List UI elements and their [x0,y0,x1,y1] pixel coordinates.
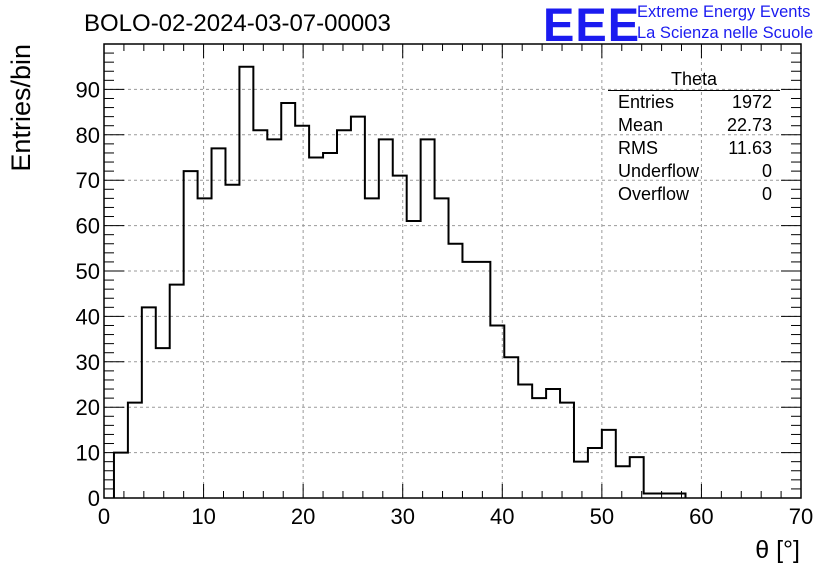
logo-line-2: La Scienza nelle Scuole [637,24,814,42]
histogram-bin [616,466,630,498]
x-tick-label: 30 [390,504,414,529]
histogram-series [112,65,687,499]
x-tick-label: 10 [191,504,215,529]
histogram-bin [281,103,295,498]
histogram-bin [588,448,602,498]
histogram-bin [407,221,421,498]
stats-value: 1972 [731,92,772,112]
histogram-bin [184,171,198,498]
axis-ticks [103,43,802,499]
histogram-bin [504,357,518,498]
histogram-bin [198,198,212,498]
stats-value: 0 [761,161,772,181]
stats-row: Mean 22.73 [608,114,780,137]
stats-box: Theta Entries 1972 Mean 22.73 RMS 11.63 … [608,69,780,206]
eee-logo-mark: EEE [543,0,641,51]
stats-label: Overflow [618,184,690,204]
histogram-bin [560,403,574,498]
y-tick-label: 40 [76,304,100,329]
histogram-bin [518,385,532,499]
y-tick-label: 0 [88,486,100,511]
histogram-bin [462,262,476,498]
x-tick-labels: 0 10 20 30 40 50 60 70 [98,504,813,529]
stats-row: Underflow 0 [608,160,780,183]
histogram-bin [546,389,560,498]
grid-lines [104,44,801,498]
histogram-bin [449,244,463,498]
y-tick-label: 90 [76,77,100,102]
x-tick-label: 50 [590,504,614,529]
stats-row: Overflow 0 [608,183,780,206]
y-tick-label: 70 [76,168,100,193]
y-tick-label: 80 [76,123,100,148]
histogram-bin [212,148,226,498]
stats-label: Underflow [618,161,700,181]
histogram-bin [114,453,128,498]
histogram-bin [225,185,239,498]
histogram-bin [156,348,170,498]
y-tick-label: 10 [76,441,100,466]
logo-line-1: Extreme Energy Events [637,3,811,21]
y-axis-label: Entries/bin [6,44,36,172]
histogram-bin [574,462,588,498]
histogram-bin [253,130,267,498]
stats-value: 11.63 [728,138,772,158]
histogram-bin [309,158,323,499]
stats-title: Theta [608,69,780,91]
x-tick-label: 0 [98,504,110,529]
x-tick-label: 20 [291,504,315,529]
x-axis-label: θ [°] [755,536,800,564]
histogram-bin [170,285,184,498]
histogram-bin [476,262,490,498]
x-tick-label: 40 [490,504,514,529]
histogram-bin [421,139,435,498]
stats-label: RMS [618,138,658,158]
histogram-bin [532,398,546,498]
histogram-bin [379,139,393,498]
histogram-bin [267,139,281,498]
chart-title: BOLO-02-2024-03-07-00003 [84,10,391,37]
histogram-bin [337,130,351,498]
histogram-bin [490,325,504,498]
y-tick-label: 30 [76,350,100,375]
stats-row: Entries 1972 [608,91,780,114]
x-tick-label: 70 [789,504,813,529]
stats-label: Mean [618,115,664,135]
histogram-bin [142,307,156,498]
histogram-bin [435,198,449,498]
y-tick-label: 50 [76,259,100,284]
histogram-bin [295,126,309,498]
histogram-bin [602,430,616,498]
histogram-bin [351,117,365,498]
stats-value: 0 [761,184,772,204]
histogram-bin [128,403,142,498]
histogram-bin [323,153,337,498]
x-tick-label: 60 [689,504,713,529]
histogram-bin [239,67,253,498]
stats-label: Entries [618,92,675,112]
histogram-bin [365,198,379,498]
y-tick-label: 60 [76,214,100,239]
y-tick-labels: 0 10 20 30 40 50 60 70 80 90 [76,77,100,511]
histogram-outline [112,65,687,498]
stats-value: 22.73 [726,115,772,135]
stats-row: RMS 11.63 [608,137,780,160]
histogram-bin [393,176,407,498]
y-tick-label: 20 [76,395,100,420]
